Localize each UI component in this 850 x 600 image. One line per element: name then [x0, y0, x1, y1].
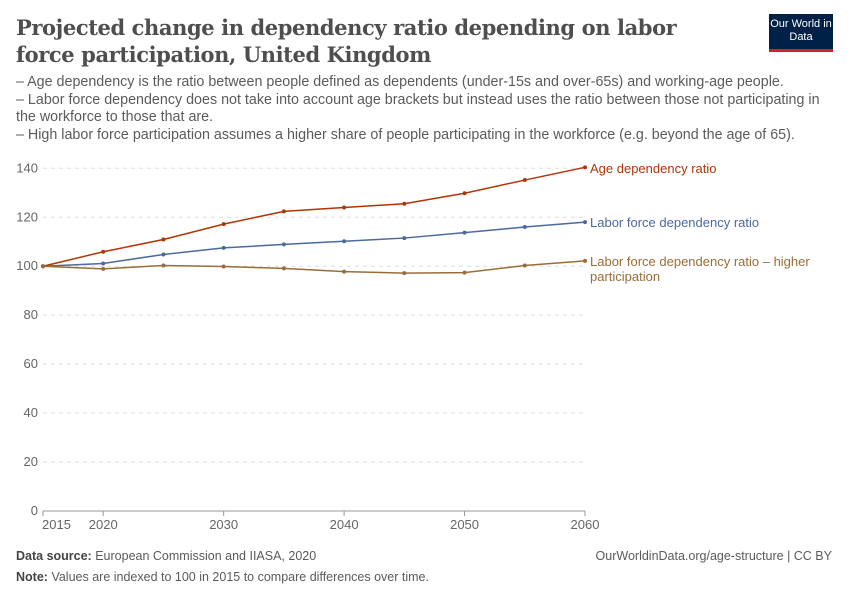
- data-point: [583, 258, 587, 263]
- chart-title: Projected change in dependency ratio dep…: [16, 15, 677, 67]
- data-point: [342, 205, 347, 210]
- y-tick-label: 140: [16, 160, 38, 175]
- x-tick-label: 2060: [571, 517, 600, 532]
- data-point: [281, 266, 286, 271]
- source-label: Data source:: [16, 549, 92, 563]
- series-line: [42, 166, 586, 267]
- data-point: [402, 236, 407, 241]
- series-label: Labor force dependency ratio – higher par…: [590, 254, 810, 284]
- data-point: [402, 201, 407, 206]
- note-text: Values are indexed to 100 in 2015 to com…: [51, 570, 429, 584]
- y-tick-label: 20: [24, 454, 38, 469]
- data-point: [462, 191, 467, 196]
- subtitle-line: – High labor force participation assumes…: [16, 126, 795, 143]
- data-point: [221, 222, 226, 227]
- y-tick-label: 0: [31, 503, 38, 518]
- source-text[interactable]: European Commission and IIASA, 2020: [95, 549, 317, 563]
- subtitle-line: – Labor force dependency does not take i…: [16, 91, 820, 126]
- data-point: [583, 220, 587, 225]
- x-tick-label: 2040: [330, 517, 359, 532]
- y-tick-label: 60: [24, 356, 38, 371]
- y-tick-label: 80: [24, 307, 38, 322]
- y-tick-label: 40: [24, 405, 38, 420]
- x-tick-label: 2030: [209, 517, 238, 532]
- note: Note: Values are indexed to 100 in 2015 …: [16, 570, 429, 584]
- x-tick-label: 2015: [42, 517, 71, 532]
- data-point: [522, 263, 527, 268]
- data-point: [161, 263, 166, 268]
- chart-subtitle: – Age dependency is the ratio between pe…: [16, 74, 836, 144]
- data-point: [101, 266, 106, 271]
- y-tick-label: 120: [16, 209, 38, 224]
- data-source: Data source: European Commission and IIA…: [16, 549, 316, 563]
- data-point: [41, 264, 45, 269]
- data-point: [462, 230, 467, 235]
- series-label: Age dependency ratio: [590, 161, 716, 176]
- data-point: [342, 269, 347, 274]
- y-tick-label: 100: [16, 258, 38, 273]
- series-label: Labor force dependency ratio: [590, 215, 759, 230]
- note-label: Note:: [16, 570, 48, 584]
- data-point: [522, 178, 527, 183]
- series-line: [42, 221, 586, 267]
- data-point: [221, 264, 226, 269]
- data-point: [462, 270, 467, 275]
- data-point: [522, 225, 527, 230]
- series-line: [42, 260, 586, 274]
- data-point: [161, 252, 166, 257]
- owid-logo[interactable]: Our World in Data: [769, 14, 833, 52]
- data-point: [221, 245, 226, 250]
- data-point: [583, 165, 587, 170]
- data-point: [281, 209, 286, 214]
- data-point: [101, 249, 106, 254]
- data-point: [342, 239, 347, 244]
- x-tick-label: 2020: [89, 517, 118, 532]
- subtitle-line: – Age dependency is the ratio between pe…: [16, 74, 784, 90]
- data-point: [101, 261, 106, 266]
- source-url[interactable]: OurWorldinData.org/age-structure | CC BY: [595, 549, 832, 563]
- data-point: [281, 242, 286, 247]
- data-point: [402, 271, 407, 276]
- x-tick-label: 2050: [450, 517, 479, 532]
- data-point: [161, 237, 166, 242]
